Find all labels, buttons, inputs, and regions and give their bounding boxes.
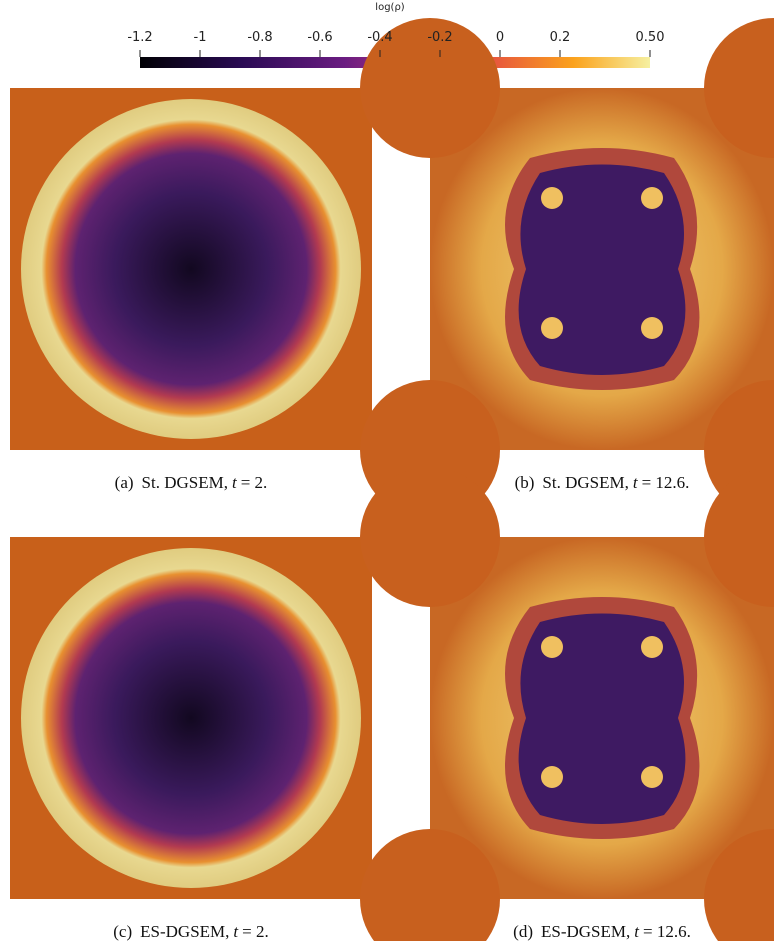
colorbar-tick-label: 0.2 bbox=[550, 30, 571, 45]
colorbar-tick-label: 0 bbox=[496, 30, 504, 45]
caption-value: = 12.6. bbox=[643, 922, 691, 941]
density-disk bbox=[21, 99, 361, 439]
caption-value: = 12.6. bbox=[642, 473, 690, 492]
caption-value: = 2. bbox=[242, 922, 269, 941]
caption-method: St. DGSEM, bbox=[142, 473, 228, 492]
density-disk bbox=[21, 548, 361, 888]
panel-image bbox=[360, 467, 774, 941]
colorbar-tick-label: -0.4 bbox=[367, 30, 392, 45]
caption-label: (b) bbox=[515, 473, 535, 492]
figure: log(ρ) -1.2 -1 -0.8 -0.6 -0.4 -0.2 0 0.2 0.50 (a)… bbox=[0, 0, 774, 941]
panel-image bbox=[360, 18, 774, 520]
caption-method: ES-DGSEM, bbox=[140, 922, 229, 941]
caption-method: St. DGSEM, bbox=[542, 473, 628, 492]
caption-variable: t bbox=[633, 473, 639, 492]
caption: (b) St. DGSEM, t= 12.6. bbox=[515, 473, 690, 492]
caption: (c) ES-DGSEM,t= 2. bbox=[113, 922, 268, 941]
caption-label: (d) bbox=[513, 922, 533, 941]
colorbar-tick-label: -1.2 bbox=[127, 30, 152, 45]
caption-variable: t bbox=[233, 922, 239, 941]
colorbar-tick-label: 0.50 bbox=[636, 30, 665, 45]
caption-variable: t bbox=[232, 473, 238, 492]
caption-method: ES-DGSEM, bbox=[541, 922, 630, 941]
colorbar-tick-label: -0.6 bbox=[307, 30, 332, 45]
caption: (d) ES-DGSEM,t= 12.6. bbox=[513, 922, 691, 941]
caption-label: (c) bbox=[113, 922, 132, 941]
caption-value: = 2. bbox=[241, 473, 268, 492]
colorbar-tick-label: -0.8 bbox=[247, 30, 272, 45]
caption-variable: t bbox=[634, 922, 640, 941]
caption: (a) St. DGSEM,t= 2. bbox=[115, 473, 268, 492]
colorbar-tick-label: -1 bbox=[194, 30, 207, 45]
page: log(ρ) -1.2 -1 -0.8 -0.6 -0.4 -0.2 0 0.2 0.50 (a)… bbox=[0, 0, 774, 941]
colorbar-label: log(ρ) bbox=[375, 2, 404, 13]
colorbar-tick-label: -0.2 bbox=[427, 30, 452, 45]
caption-label: (a) bbox=[115, 473, 134, 492]
